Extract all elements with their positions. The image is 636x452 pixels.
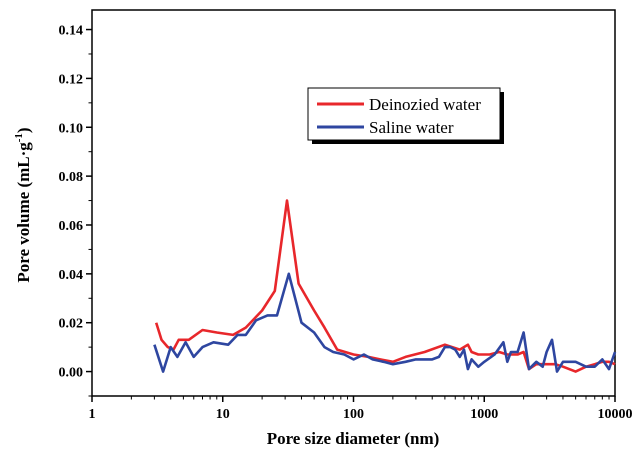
legend: Deinozied water Saline water <box>307 87 504 144</box>
y-axis-title-main: Pore volume (mL·g <box>14 142 33 283</box>
series-line-saline-water <box>153 272 617 373</box>
x-tick-label: 100 <box>343 407 364 422</box>
y-axis-title-superscript: -1 <box>13 133 25 142</box>
plot-area <box>91 9 616 397</box>
y-axis-title: Pore volume (mL·g-1) <box>13 127 33 282</box>
plot-frame <box>91 9 616 397</box>
x-tick-label: 1000 <box>470 407 498 422</box>
y-tick-label: 0.10 <box>59 121 84 136</box>
y-tick-label: 0.06 <box>59 219 84 234</box>
y-tick-label: 0.08 <box>59 170 84 185</box>
y-tick-label: 0.14 <box>59 24 84 39</box>
y-tick-label: 0.02 <box>59 317 84 332</box>
series-line-deinozied-water <box>154 199 616 373</box>
y-axis-ticks: 0.00 0.02 0.04 0.06 0.08 0.10 0.12 0.14 <box>59 24 92 397</box>
legend-label-saline-water: Saline water <box>369 118 454 137</box>
legend-box <box>307 87 501 141</box>
y-tick-label: 0.00 <box>59 366 84 381</box>
x-tick-label: 10 <box>216 407 230 422</box>
legend-label-deinozied-water: Deinozied water <box>369 95 481 114</box>
x-tick-label: 1 <box>89 407 96 422</box>
y-axis-title-suffix: ) <box>14 127 33 133</box>
y-tick-label: 0.04 <box>59 268 84 283</box>
x-tick-label: 10000 <box>598 407 633 422</box>
series-lines <box>153 199 617 373</box>
x-axis-ticks: 1 10 100 1000 10000 <box>89 396 633 422</box>
x-axis-title: Pore size diameter (nm) <box>267 429 440 448</box>
y-tick-label: 0.12 <box>59 72 84 87</box>
